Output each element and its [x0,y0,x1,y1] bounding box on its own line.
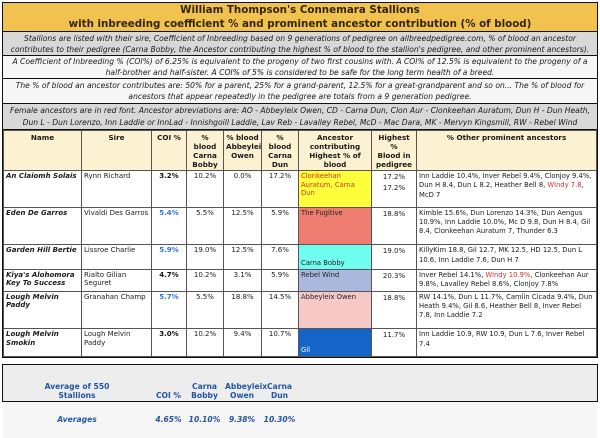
other-ancestors-cell: Kimble 15.6%, Dun Lorenzo 14.3%, Dun Aen… [416,206,597,246]
blood-carna-bobby-value: 19.0% [186,244,224,270]
average-carna-bobby-value: 10.10% [188,415,221,424]
note-listing-description: Stallions are listed with their sire, Co… [2,31,598,57]
stallion-name: An Claiomh Solais [3,170,82,208]
blood-abbeyleix-owen-value: 18.8% [223,290,262,330]
average-abbeyleix-owen-value: 9.38% [228,415,256,424]
coi-value: 3.0% [151,328,187,357]
column-header-highest-blood: Highest % Blood in pedigree [371,130,417,172]
note-abbreviations: Female ancestors are in red font. Ancest… [2,102,598,131]
table-row: Kiya's Alohomora Key To Success Rialto G… [3,268,597,292]
table-row: Eden De Garros Vivaldi Des Garros 5.4% 5… [3,206,597,246]
stallion-name: Lough Melvin Smokin [3,328,82,357]
note-coi-explanation: A Coefficient of Inbreeding % (COI%) of … [2,54,598,80]
title-band: William Thompson's Connemara Stallions w… [2,2,598,33]
blood-abbeyleix-owen-value: 9.4% [223,328,262,357]
top-ancestor-cell: Rebel Wind [298,268,372,292]
other-ancestors-cell: RW 14.1%, Dun L 11.7%, Camlin Cicada 9.4… [416,290,597,330]
coi-value: 4.7% [151,268,187,292]
table-row: An Claiomh Solais Rynn Richard 3.2% 10.2… [3,170,597,208]
blood-abbeyleix-owen-value: 3.1% [223,268,262,292]
top-ancestor-cell: The Fugitive [298,206,372,246]
top-ancestor-cell: Clonkeehan Auratum, Carna Dun [298,170,372,208]
averages-header-row: Average of 550 Stallions COI % Carna Bob… [3,365,597,401]
stallion-name: Kiya's Alohomora Key To Success [3,268,82,292]
stallion-name: Eden De Garros [3,206,82,246]
sire-name: Rialto Gilian Seguret [81,268,152,292]
column-header-top-ancestor: Ancestor contributing Highest % of blood [298,130,372,172]
page-title-line2: with inbreeding coefficient % and promin… [68,17,532,30]
averages-values-row: Averages 4.65% 10.10% 9.38% 10.30% [3,401,597,438]
sire-name: Rynn Richard [81,170,152,208]
sire-name: Lissroe Charlie [81,244,152,270]
blood-carna-bobby-value: 10.2% [186,268,224,292]
coi-value: 3.2% [151,170,187,208]
blood-carna-dun-value: 5.9% [261,268,299,292]
spacer [2,358,598,364]
top-ancestor-cell: Carna Bobby [298,244,372,270]
page-title-line1: William Thompson's Connemara Stallions [180,4,420,16]
blood-carna-bobby-value: 5.5% [186,290,224,330]
top-ancestor-cell: Gil [298,328,372,357]
blood-carna-bobby-value: 10.2% [186,170,224,208]
column-header-blood-abbeyleix-owen: % blood Abbeyleix Owen [223,130,262,172]
highest-blood-value: 20.3% [371,268,417,292]
blood-carna-bobby-value: 10.2% [186,328,224,357]
table-row: Garden Hill Bertie Lissroe Charlie 5.9% … [3,244,597,270]
table-row: Lough Melvin Paddy Granahan Champ 5.7% 5… [3,290,597,330]
sire-name: Granahan Champ [81,290,152,330]
blood-carna-dun-value: 14.5% [261,290,299,330]
blood-abbeyleix-owen-value: 12.5% [223,244,262,270]
averages-row-label: Averages [57,415,97,424]
note-blood-percent-explanation: The % of blood an ancestor contributes a… [2,78,598,105]
highest-blood-value: 18.8% [371,290,417,330]
column-header-name: Name [3,130,82,172]
blood-carna-dun-value: 17.2% [261,170,299,208]
stallions-table-container: Name Sire COI % % blood Carna Bobby % bl… [2,129,598,358]
highest-blood-value: 17.2% 17.2% [371,170,417,208]
blood-abbeyleix-owen-value: 12.5% [223,206,262,246]
other-ancestors-cell: Inver Rebel 14.1%, Windy 10.9%, Clonkeeh… [416,268,597,292]
column-header-coi: COI % [151,130,187,172]
averages-panel-label: Average of 550 Stallions [44,381,110,401]
column-header-sire: Sire [81,130,152,172]
stallion-name: Garden Hill Bertie [3,244,82,270]
blood-abbeyleix-owen-value: 0.0% [223,170,262,208]
other-ancestors-cell: Inn Laddie 10.9, RW 10.9, Dun L 7.6, Inv… [416,328,597,357]
highest-blood-value: 18.8% [371,206,417,246]
averages-table: Average of 550 Stallions COI % Carna Bob… [3,365,597,438]
averages-col-coi: COI % [155,391,182,400]
column-header-other-ancestors: % Other prominent ancestors [416,130,597,172]
coi-value: 5.9% [151,244,187,270]
blood-carna-dun-value: 5.9% [261,206,299,246]
averages-col-empty [298,365,597,401]
blood-carna-dun-value: 7.6% [261,244,299,270]
highest-blood-value: 11.7% [371,328,417,357]
averages-col-abbeyleix-owen: Abbeyleix Owen [225,381,268,401]
other-ancestors-cell: Inn Laddie 10.4%, Inver Rebel 9.4%, Clon… [416,170,597,208]
averages-col-carna-dun: Carna Dun [267,381,292,401]
coi-value: 5.4% [151,206,187,246]
blood-carna-bobby-value: 5.5% [186,206,224,246]
stallions-table: Name Sire COI % % blood Carna Bobby % bl… [3,130,597,357]
table-row: Lough Melvin Smokin Lough Melvin Paddy 3… [3,328,597,357]
column-header-blood-carna-dun: % blood Carna Dun [261,130,299,172]
averages-col-carna-bobby: Carna Bobby [191,381,218,401]
coi-value: 5.7% [151,290,187,330]
averages-panel: Average of 550 Stallions COI % Carna Bob… [2,364,598,438]
highest-blood-value: 19.0% [371,244,417,270]
sire-name: Lough Melvin Paddy [81,328,152,357]
blood-carna-dun-value: 10.7% [261,328,299,357]
column-header-blood-carna-bobby: % blood Carna Bobby [186,130,224,172]
average-carna-dun-value: 10.30% [263,415,296,424]
sire-name: Vivaldi Des Garros [81,206,152,246]
top-ancestor-cell: Abbeyleix Owen [298,290,372,330]
stallion-name: Lough Melvin Paddy [3,290,82,330]
average-coi-value: 4.65% [155,415,182,424]
other-ancestors-cell: KillyKim 18.8, Gil 12.7, MK 12.5, HD 12.… [416,244,597,270]
table-header-row: Name Sire COI % % blood Carna Bobby % bl… [3,130,597,172]
